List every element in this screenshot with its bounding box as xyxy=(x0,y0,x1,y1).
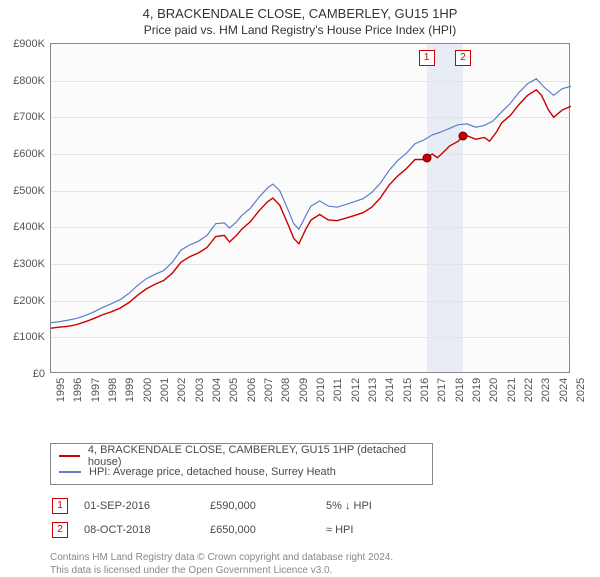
x-axis-label: 2020 xyxy=(484,378,500,402)
x-axis-label: 2019 xyxy=(467,378,483,402)
series-line xyxy=(51,79,571,323)
legend-row: 4, BRACKENDALE CLOSE, CAMBERLEY, GU15 1H… xyxy=(59,448,424,464)
x-axis-label: 1999 xyxy=(120,378,136,402)
x-axis-label: 2010 xyxy=(311,378,327,402)
x-axis-label: 2024 xyxy=(554,378,570,402)
x-axis-label: 2002 xyxy=(172,378,188,402)
sale-row-delta: ≈ HPI xyxy=(326,519,386,541)
chart: £0 £100K £200K £300K £400K £500K £600K £700K £80… xyxy=(0,43,600,407)
x-axis-label: 2001 xyxy=(155,378,171,402)
legend-swatch xyxy=(59,455,80,457)
sale-marker xyxy=(422,153,431,162)
y-axis-label: £300K xyxy=(13,258,51,270)
legend-label: 4, BRACKENDALE CLOSE, CAMBERLEY, GU15 1H… xyxy=(88,444,424,468)
x-axis-label: 2023 xyxy=(536,378,552,402)
sale-row: 1 01-SEP-2016£590,0005% ↓ HPI xyxy=(52,495,386,517)
plot-area: £0£100K£200K£300K£400K£500K£600K£700K£80… xyxy=(50,43,570,373)
x-axis-label: 2017 xyxy=(432,378,448,402)
y-axis-label: £600K xyxy=(13,148,51,160)
x-axis-label: 2005 xyxy=(224,378,240,402)
sale-marker xyxy=(459,131,468,140)
sale-row-date: 01-SEP-2016 xyxy=(84,495,208,517)
x-axis-label: 2025 xyxy=(571,378,587,402)
x-axis-label: 2004 xyxy=(207,378,223,402)
sale-tag: 1 xyxy=(419,50,435,66)
legend: 4, BRACKENDALE CLOSE, CAMBERLEY, GU15 1H… xyxy=(50,443,433,485)
legend-label: HPI: Average price, detached house, Surr… xyxy=(89,466,336,478)
x-axis-label: 2011 xyxy=(328,378,344,402)
y-axis-label: £800K xyxy=(13,75,51,87)
footer-line-2: This data is licensed under the Open Gov… xyxy=(50,564,600,577)
sale-row-date: 08-OCT-2018 xyxy=(84,519,208,541)
line-series-svg xyxy=(51,44,571,374)
x-axis-label: 2008 xyxy=(276,378,292,402)
sale-row-tag: 2 xyxy=(52,522,68,538)
x-axis-label: 2003 xyxy=(190,378,206,402)
title-line-1: 4, BRACKENDALE CLOSE, CAMBERLEY, GU15 1H… xyxy=(0,6,600,21)
sale-row: 2 08-OCT-2018£650,000≈ HPI xyxy=(52,519,386,541)
title-line-2: Price paid vs. HM Land Registry's House … xyxy=(0,23,600,37)
x-axis-label: 2021 xyxy=(502,378,518,402)
x-axis-label: 2013 xyxy=(363,378,379,402)
x-axis-label: 1997 xyxy=(86,378,102,402)
sale-row-tag: 1 xyxy=(52,498,68,514)
y-axis-label: £0 xyxy=(33,368,51,380)
x-axis-label: 1996 xyxy=(68,378,84,402)
x-axis-label: 2014 xyxy=(380,378,396,402)
footer: Contains HM Land Registry data © Crown c… xyxy=(50,551,600,577)
x-axis-label: 2006 xyxy=(242,378,258,402)
x-axis-label: 2000 xyxy=(138,378,154,402)
x-axis-label: 2022 xyxy=(519,378,535,402)
x-axis-label: 1995 xyxy=(51,378,67,402)
legend-swatch xyxy=(59,471,81,473)
sale-row-delta: 5% ↓ HPI xyxy=(326,495,386,517)
footer-line-1: Contains HM Land Registry data © Crown c… xyxy=(50,551,600,564)
x-axis-label: 2007 xyxy=(259,378,275,402)
y-axis-label: £500K xyxy=(13,185,51,197)
y-axis-label: £100K xyxy=(13,331,51,343)
x-axis-label: 1998 xyxy=(103,378,119,402)
x-axis-label: 2016 xyxy=(415,378,431,402)
y-axis-label: £200K xyxy=(13,295,51,307)
x-axis-label: 2009 xyxy=(294,378,310,402)
sale-row-price: £650,000 xyxy=(210,519,324,541)
sale-tag: 2 xyxy=(455,50,471,66)
x-axis-label: 2015 xyxy=(398,378,414,402)
x-axis-label: 2012 xyxy=(346,378,362,402)
x-axis-label: 2018 xyxy=(450,378,466,402)
sale-row-price: £590,000 xyxy=(210,495,324,517)
sales-table: 1 01-SEP-2016£590,0005% ↓ HPI 2 08-OCT-2018… xyxy=(50,493,388,543)
y-axis-label: £400K xyxy=(13,221,51,233)
y-axis-label: £900K xyxy=(13,38,51,50)
y-axis-label: £700K xyxy=(13,111,51,123)
series-line xyxy=(51,90,571,328)
